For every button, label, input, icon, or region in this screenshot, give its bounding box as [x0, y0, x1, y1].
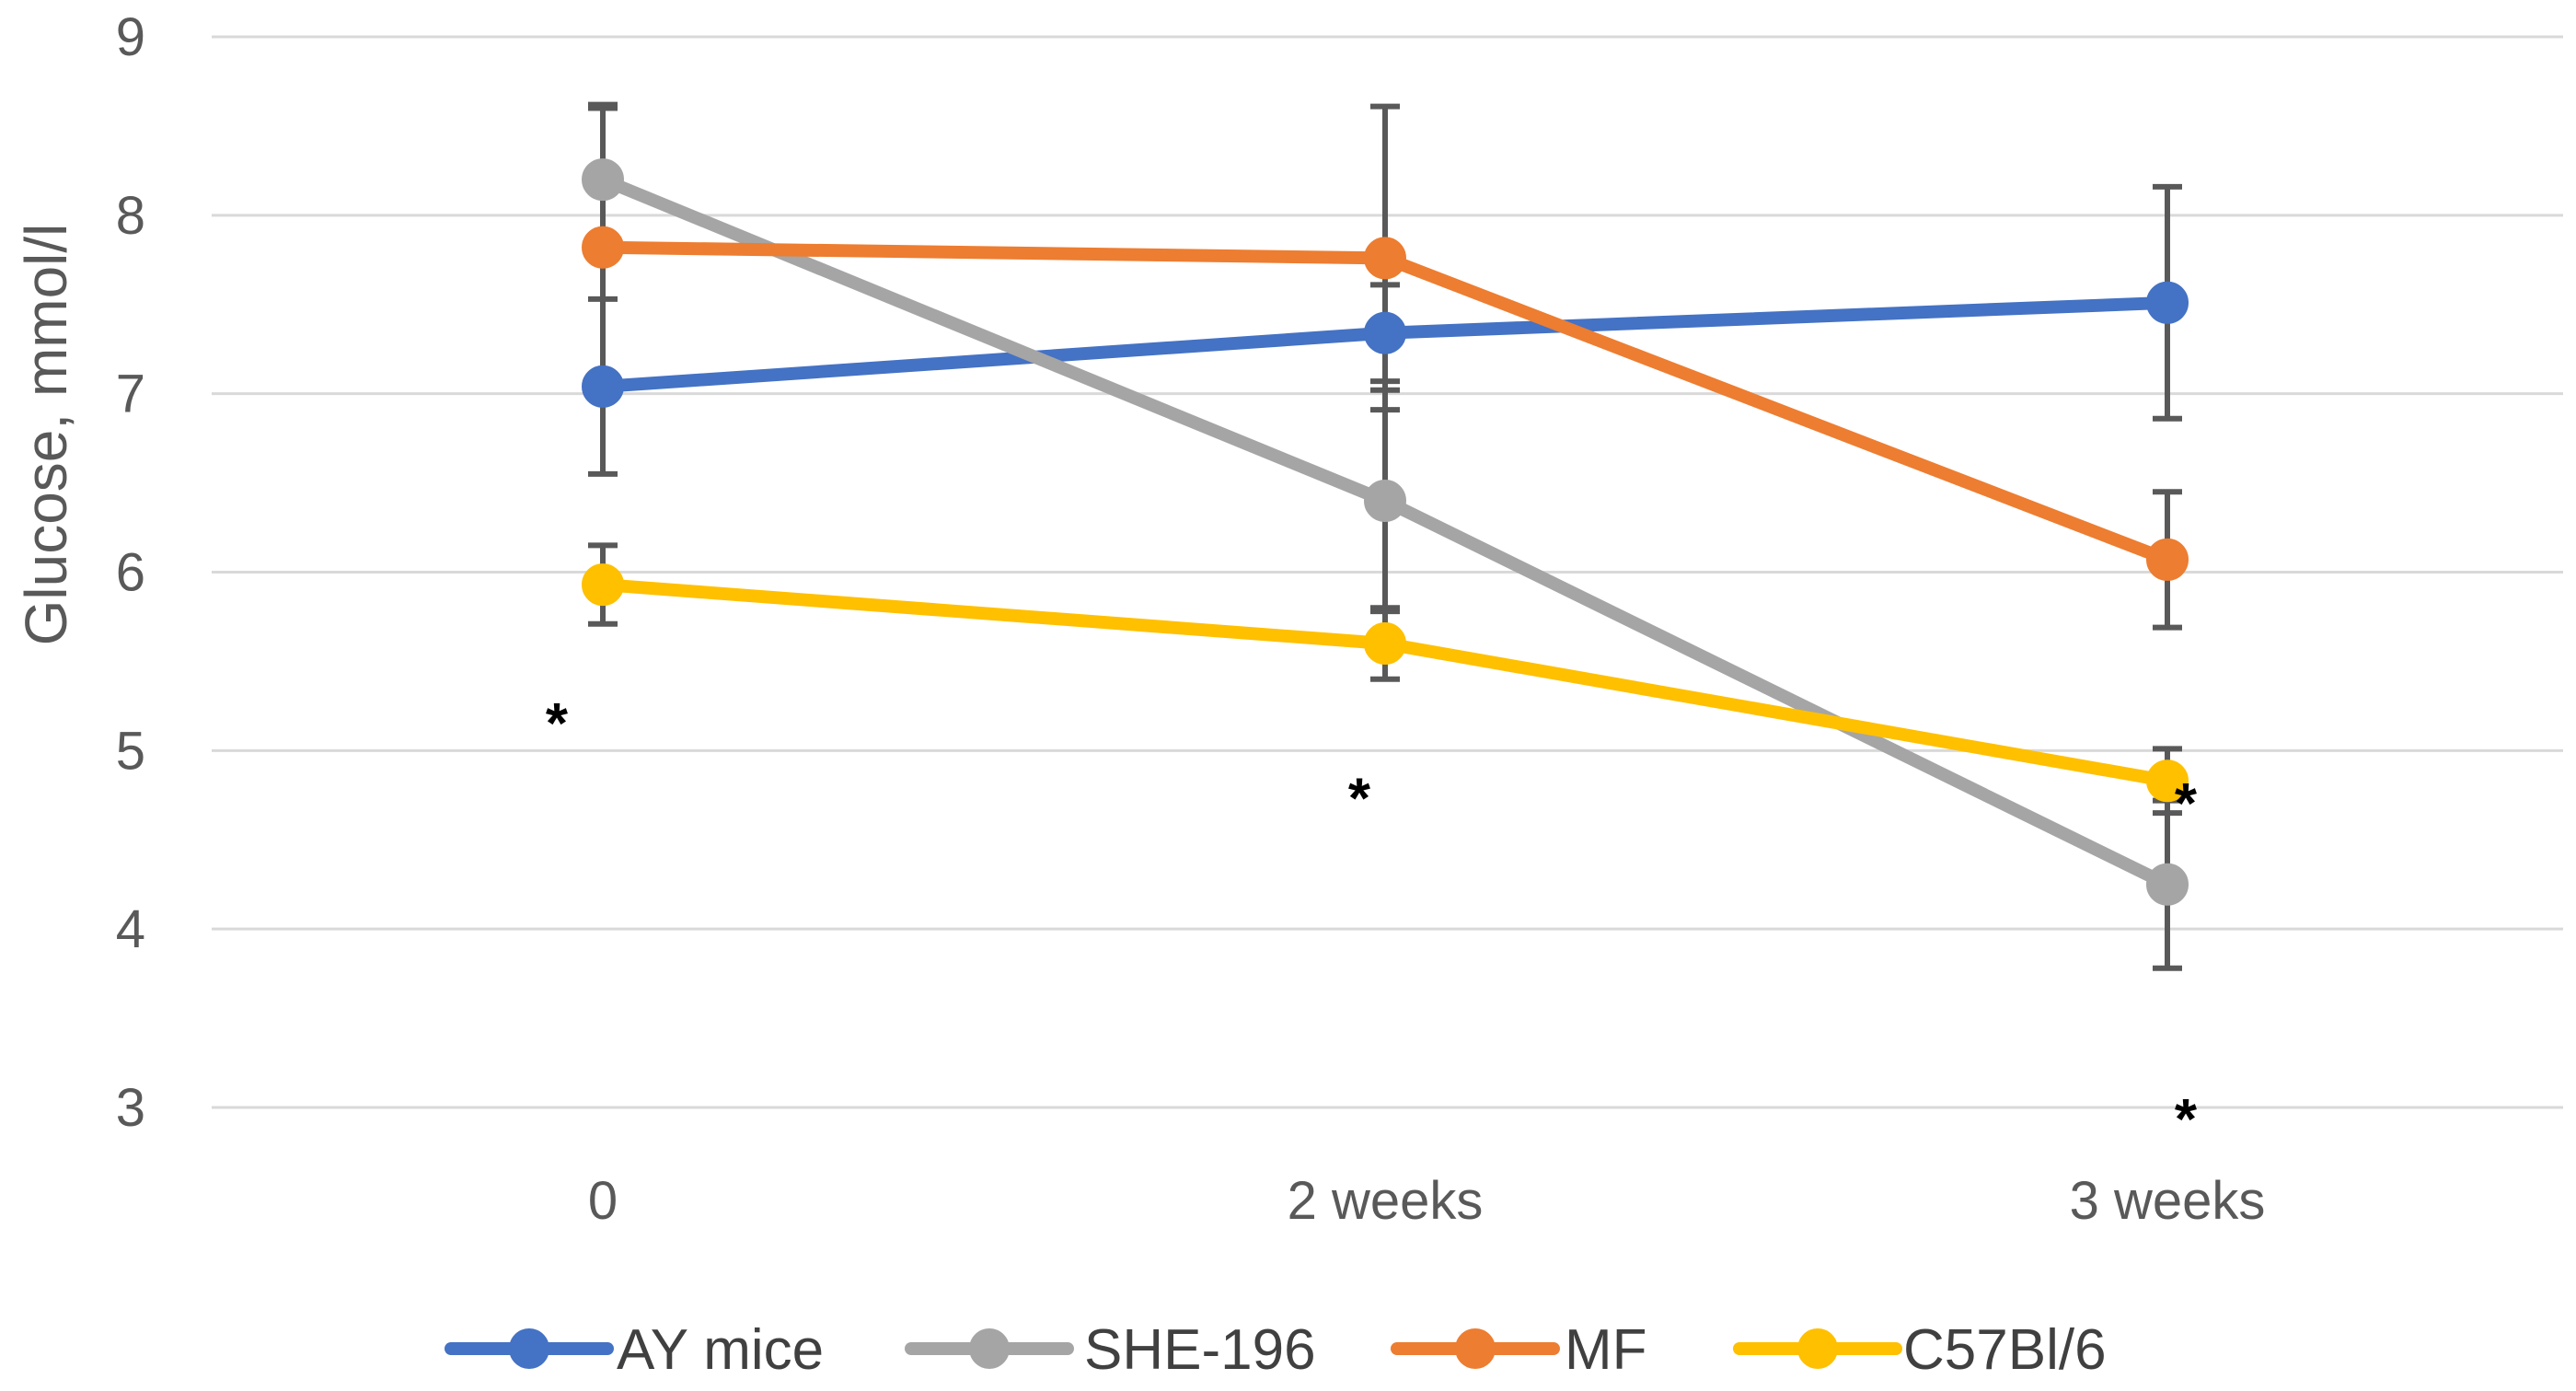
- legend-item: MF: [1391, 1318, 1647, 1382]
- data-point: [2146, 281, 2189, 324]
- y-tick-label: 6: [116, 543, 145, 603]
- data-point: [1364, 622, 1406, 666]
- legend-marker: [969, 1328, 1010, 1369]
- legend-marker: [509, 1328, 549, 1369]
- y-tick-label: 7: [116, 365, 145, 424]
- legend-item: AY mice: [445, 1318, 824, 1382]
- legend-marker: [1797, 1328, 1838, 1369]
- y-tick-label: 8: [116, 186, 145, 246]
- x-axis-ticks: 0 2 weeks 3 weeks: [588, 1171, 2266, 1231]
- y-tick-label: 9: [116, 7, 145, 67]
- y-tick-label: 4: [116, 899, 145, 959]
- data-point: [582, 365, 624, 408]
- x-tick-label: 2 weeks: [1288, 1171, 1484, 1231]
- y-tick-label: 5: [116, 721, 145, 781]
- legend-label: C57Bl/6: [1903, 1318, 2107, 1382]
- data-point: [1364, 479, 1406, 522]
- data-point: [582, 226, 624, 269]
- y-tick-label: 3: [116, 1078, 145, 1138]
- legend-item: C57Bl/6: [1733, 1318, 2107, 1382]
- data-point: [1364, 237, 1406, 280]
- significance-annotations: * * * *: [546, 692, 2198, 1152]
- data-point: [2146, 759, 2189, 803]
- significance-asterisk: *: [546, 692, 569, 756]
- error-bars: [588, 101, 2182, 971]
- legend-marker: [1455, 1328, 1496, 1369]
- significance-asterisk: *: [1348, 767, 1371, 830]
- legend-label: MF: [1565, 1318, 1647, 1382]
- y-axis-title: Glucose, mmol/l: [13, 224, 79, 646]
- data-point: [2146, 863, 2189, 906]
- series-markers: [582, 158, 2189, 906]
- legend: AY mice SHE-196 MF C57Bl/6: [445, 1318, 2107, 1382]
- significance-asterisk: *: [2175, 1088, 2198, 1152]
- legend-item: SHE-196: [905, 1318, 1316, 1382]
- significance-asterisk: *: [2175, 772, 2198, 836]
- data-point: [1364, 311, 1406, 354]
- x-tick-label: 0: [588, 1171, 618, 1231]
- legend-label: AY mice: [617, 1318, 824, 1382]
- data-point: [582, 158, 624, 202]
- data-point: [582, 563, 624, 607]
- legend-label: SHE-196: [1084, 1318, 1316, 1382]
- x-tick-label: 3 weeks: [2070, 1171, 2266, 1231]
- data-point: [2146, 538, 2189, 581]
- y-axis-ticks: 3 4 5 6 7 8 9: [116, 7, 145, 1138]
